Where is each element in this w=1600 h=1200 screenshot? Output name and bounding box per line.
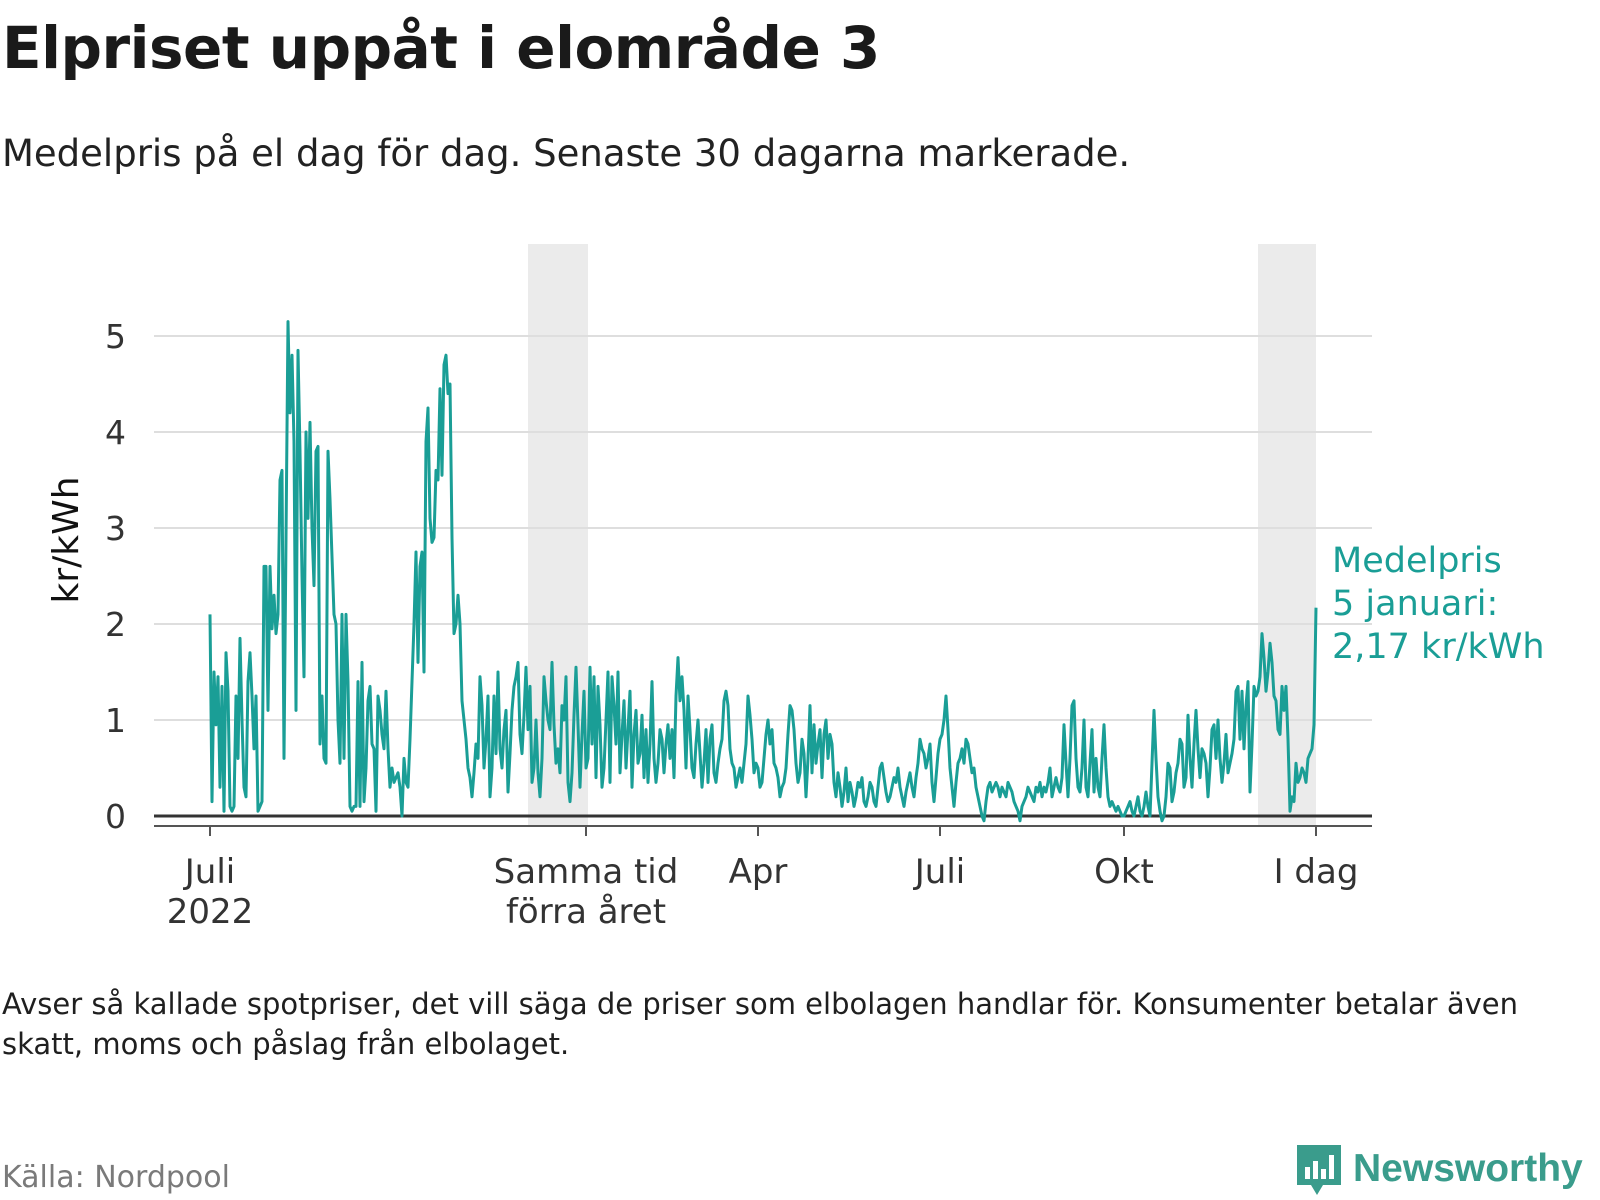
chart-title: Elpriset uppåt i elområde 3 — [2, 14, 880, 82]
x-tick-label: Samma tid — [494, 852, 679, 892]
latest-price-annotation: 5 januari: — [1332, 584, 1498, 624]
x-tick-label: I dag — [1274, 852, 1359, 892]
x-tick-label: Juli — [913, 852, 965, 892]
latest-price-annotation: 2,17 kr/kWh — [1332, 627, 1545, 667]
y-tick-label: 5 — [105, 317, 126, 356]
y-tick-label: 3 — [105, 509, 126, 548]
x-tick-label: Okt — [1094, 852, 1154, 892]
bar-chart-logo-icon — [1297, 1145, 1341, 1195]
y-axis-label: kr/kWh — [46, 476, 87, 603]
y-tick-label: 4 — [105, 413, 126, 452]
x-tick-label: förra året — [506, 892, 666, 932]
source-credit: Källa: Nordpool — [2, 1160, 230, 1195]
newsworthy-logo: Newsworthy — [1293, 1141, 1583, 1197]
y-tick-label: 0 — [105, 797, 126, 836]
x-tick-label: Juli — [183, 852, 235, 892]
y-tick-label: 2 — [105, 605, 126, 644]
price-series-line — [208, 320, 1318, 823]
chart-subtitle: Medelpris på el dag för dag. Senaste 30 … — [2, 132, 1131, 175]
x-tick-label: 2022 — [167, 892, 254, 932]
y-tick-label: 1 — [105, 701, 126, 740]
x-tick-label: Apr — [729, 852, 788, 892]
brand-name: Newsworthy — [1353, 1147, 1583, 1190]
footnote: Avser så kallade spotpriser, det vill sä… — [2, 987, 1518, 1061]
latest-price-annotation: Medelpris — [1332, 541, 1502, 581]
